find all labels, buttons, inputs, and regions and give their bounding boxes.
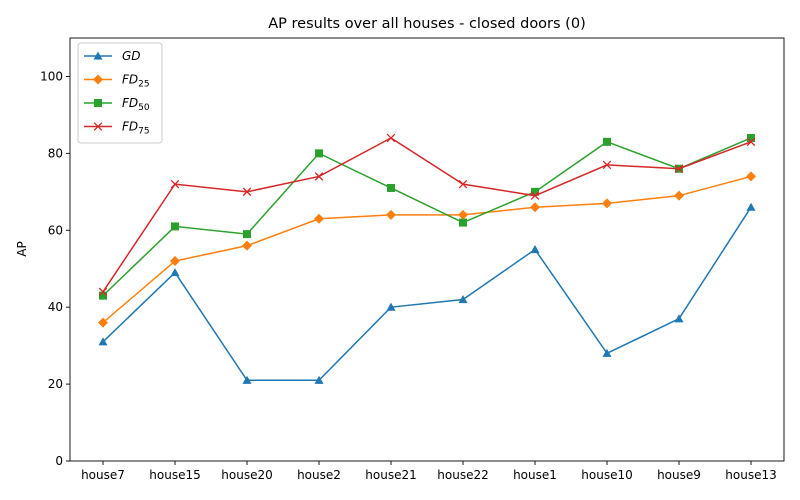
data-point-fd75 [530,191,540,200]
chart-title: AP results over all houses - closed door… [268,16,585,32]
data-point-fd50 [171,222,179,231]
x-tick-label: house1 [513,468,557,482]
data-point-fd25 [602,198,612,209]
series-line-fd25 [102,175,752,324]
data-point-fd25 [242,240,252,251]
y-tick-label: 80 [48,146,63,160]
data-point-gd [314,375,324,384]
data-point-gd [458,294,468,304]
data-point-gd [98,337,108,346]
legend-entry-fd25: FD25 [84,73,150,90]
data-point-fd75 [386,133,396,143]
x-tick-label: house9 [657,468,701,482]
y-tick-label: 100 [40,69,63,83]
data-point-fd25 [674,190,684,201]
data-point-fd50 [531,187,539,196]
data-point-fd75 [602,160,612,170]
data-point-gd [170,268,180,277]
legend-marker-gd [93,51,103,60]
plot-area-frame [69,37,785,462]
data-point-fd25 [98,317,108,328]
legend-label-fd50: FD50 [122,96,150,113]
data-point-fd75 [98,287,108,297]
y-tick-label: 20 [48,377,63,391]
series-gd [98,202,756,384]
legend-marker-fd25 [93,74,103,85]
x-tick-label: house10 [581,468,632,482]
y-tick-label: 0 [55,454,63,468]
legend-entry-fd50: FD50 [84,96,150,113]
data-point-fd50 [747,133,755,142]
y-tick-label: 60 [48,223,63,237]
series-line-fd75 [102,137,752,293]
x-tick-label: house20 [221,468,272,482]
data-point-fd50 [387,183,395,192]
data-point-fd25 [386,209,396,220]
data-point-fd25 [170,256,180,267]
series-line-fd50 [102,137,752,297]
x-tick-label: house7 [81,468,125,482]
data-point-fd50 [243,230,251,239]
data-point-gd [602,348,612,357]
series-fd75 [98,133,756,297]
data-point-fd75 [170,179,180,189]
legend-label-gd: GD [122,49,141,63]
data-point-fd25 [746,171,756,182]
x-tick-label: house21 [365,468,416,482]
data-point-fd25 [314,213,324,224]
legend-label-fd25: FD25 [122,73,150,90]
legend-marker-fd75 [93,122,103,131]
data-point-gd [242,375,252,384]
data-point-fd25 [530,202,540,213]
legend-label-fd75: FD75 [122,120,150,137]
data-point-fd50 [603,137,611,146]
x-tick-label: house2 [297,468,341,482]
data-point-fd25 [458,209,468,220]
data-point-fd75 [314,172,324,181]
data-point-gd [386,302,396,311]
y-tick-label: 40 [48,300,63,314]
data-point-fd50 [315,149,323,158]
data-point-gd [746,202,756,211]
series-fd50 [99,133,755,300]
series-fd25 [98,171,756,328]
data-point-fd75 [674,164,684,174]
data-point-fd75 [746,137,756,147]
x-tick-label: house15 [149,468,200,482]
legend-marker-fd50 [94,99,102,107]
legend-box [77,42,163,144]
data-point-fd50 [459,218,467,227]
legend-entry-gd: GD [84,49,141,63]
data-point-gd [530,245,540,254]
x-tick-label: house13 [725,468,776,482]
data-point-gd [674,314,684,323]
legend-entry-fd75: FD75 [84,120,150,137]
data-point-fd75 [458,179,468,189]
series-line-gd [102,206,752,381]
y-axis-title: AP [15,241,29,256]
data-point-fd50 [99,291,107,300]
x-tick-label: house22 [437,468,488,482]
data-point-fd75 [242,187,252,197]
